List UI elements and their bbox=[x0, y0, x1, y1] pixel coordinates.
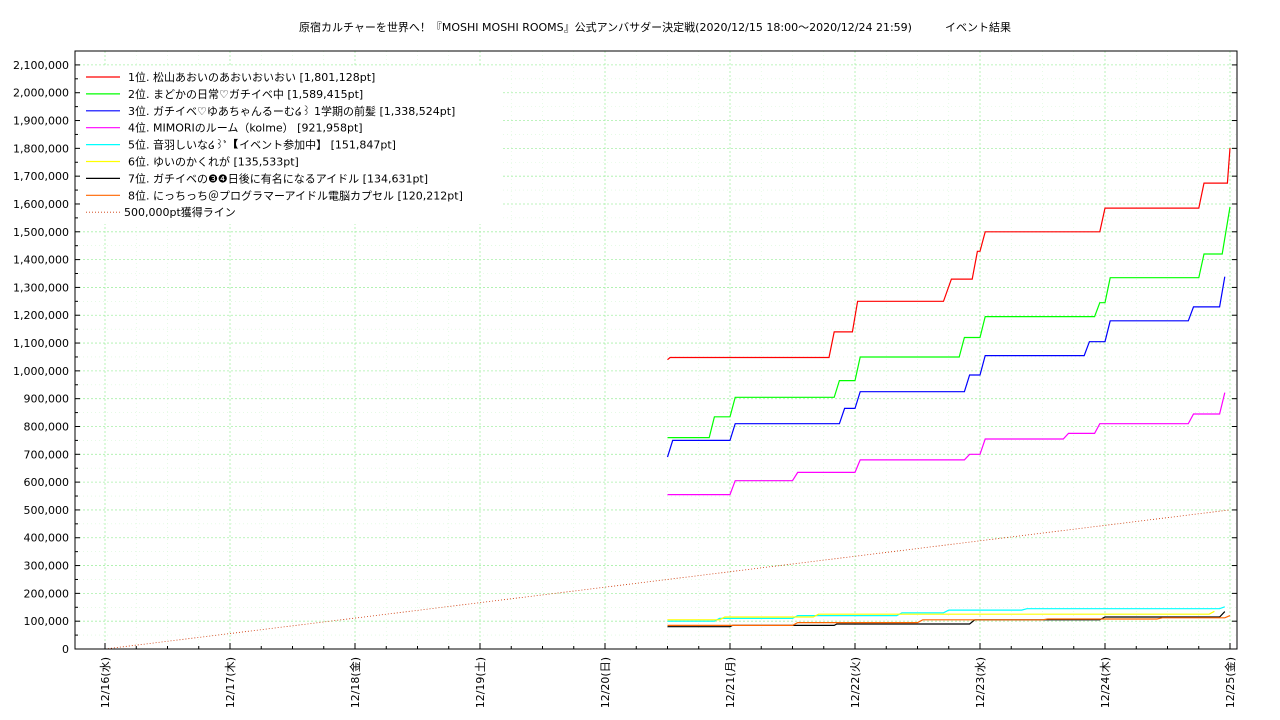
series-lines bbox=[104, 147, 1231, 650]
y-tick-label: 1,200,000 bbox=[13, 309, 69, 322]
y-tick-label: 700,000 bbox=[24, 448, 70, 461]
chart-title: 原宿カルチャーを世界へ！『MOSHI MOSHI ROOMS』公式アンバサダー決… bbox=[299, 21, 1011, 34]
y-axis-ticks: 0 100,000 200,000 300,000 400,000 500,000 600,… bbox=[13, 59, 1237, 656]
y-tick-label: 600,000 bbox=[24, 476, 70, 489]
y-tick-label: 300,000 bbox=[24, 560, 70, 573]
y-tick-label: 500,000 bbox=[24, 504, 70, 517]
x-tick-label: 12/20(日) bbox=[599, 657, 612, 708]
series-line-2 bbox=[667, 206, 1231, 439]
legend-label-8: 8位. にっちっち＠プログラマーアイドル電脳カプセル [120,212pt] bbox=[128, 188, 463, 202]
y-tick-label: 1,900,000 bbox=[13, 115, 69, 128]
series-line-3 bbox=[666, 276, 1226, 458]
y-tick-label: 2,100,000 bbox=[13, 59, 69, 72]
legend: 1位. 松山あおいのあおいおいおい [1,801,128pt] 2位. まどかの日… bbox=[80, 66, 502, 224]
legend-label-5: 5位. 音羽しいな໒꒱ʾ̇ 【イベント参加中】 [151,847pt] bbox=[128, 138, 396, 152]
y-tick-label: 1,000,000 bbox=[13, 365, 69, 378]
legend-label-1: 1位. 松山あおいのあおいおいおい [1,801,128pt] bbox=[128, 70, 375, 84]
x-tick-label: 12/22(火) bbox=[849, 657, 862, 708]
legend-label-3: 3位. ガチイベ♡ゆあちゃんるーむ໒꒱ 1学期の前髪 [1,338,524pt] bbox=[128, 104, 455, 118]
legend-label-2: 2位. まどかの日常♡ガチイベ中 [1,589,415pt] bbox=[128, 87, 363, 101]
y-tick-label: 1,800,000 bbox=[13, 142, 69, 155]
y-tick-label: 1,300,000 bbox=[13, 281, 69, 294]
y-tick-label: 100,000 bbox=[24, 615, 70, 628]
series-line-6 bbox=[667, 610, 1215, 621]
y-tick-label: 2,000,000 bbox=[13, 87, 69, 100]
series-line-8 bbox=[667, 615, 1231, 626]
x-tick-label: 12/17(木) bbox=[224, 657, 237, 708]
x-tick-label: 12/16(水) bbox=[99, 657, 112, 708]
legend-label-7: 7位. ガチイベの❸❹日後に有名になるアイドル [134,631pt] bbox=[128, 171, 428, 185]
x-tick-label: 12/18(金) bbox=[348, 657, 362, 708]
grid bbox=[75, 51, 1237, 650]
series-line-4 bbox=[667, 392, 1226, 496]
series-line-1 bbox=[667, 147, 1231, 361]
y-tick-label: 0 bbox=[62, 643, 69, 656]
x-tick-label: 12/23(水) bbox=[974, 657, 987, 708]
y-tick-label: 900,000 bbox=[24, 393, 70, 406]
y-tick-label: 1,700,000 bbox=[13, 170, 69, 183]
x-tick-label: 12/25(金) bbox=[1223, 657, 1237, 708]
legend-label-9: 500,000pt獲得ライン bbox=[124, 206, 236, 219]
legend-box bbox=[80, 66, 502, 224]
plot-frame bbox=[74, 50, 1238, 650]
y-tick-label: 400,000 bbox=[24, 532, 70, 545]
y-tick-label: 800,000 bbox=[24, 420, 70, 433]
legend-label-6: 6位. ゆいのかくれが [135,533pt] bbox=[128, 155, 299, 169]
x-tick-label: 12/19(土) bbox=[474, 657, 487, 708]
y-tick-label: 1,500,000 bbox=[13, 226, 69, 239]
x-tick-label: 12/21(月) bbox=[724, 657, 737, 708]
x-axis-ticks: 12/16(水) 12/17(木) 12/18(金) 12/19(土) 12/20(日)… bbox=[99, 643, 1237, 708]
y-tick-label: 1,400,000 bbox=[13, 254, 69, 267]
series-line-5 bbox=[667, 606, 1226, 622]
y-tick-label: 1,600,000 bbox=[13, 198, 69, 211]
y-tick-label: 1,100,000 bbox=[13, 337, 69, 350]
legend-label-4: 4位. MIMORIのルーム（kolme） [921,958pt] bbox=[128, 121, 363, 135]
y-tick-label: 200,000 bbox=[24, 587, 70, 600]
x-tick-label: 12/24(木) bbox=[1099, 657, 1112, 708]
